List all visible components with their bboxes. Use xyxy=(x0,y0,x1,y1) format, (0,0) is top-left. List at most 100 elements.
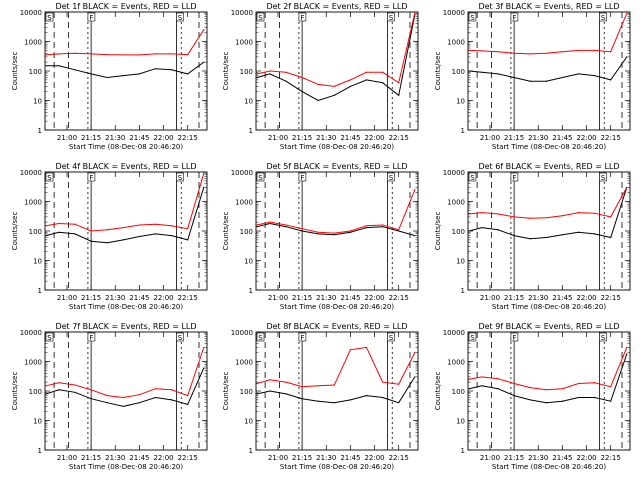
y-axis-label: Counts/sec xyxy=(434,52,442,91)
x-tick-label: 21:00 xyxy=(480,294,500,302)
y-tick-label: 10 xyxy=(244,258,253,266)
events-data-point xyxy=(187,239,189,241)
detector-panel: Det 8f BLACK = Events, RED = LLD 1 10 100 10… xyxy=(222,322,419,471)
x-tick-label: 21:30 xyxy=(105,134,125,142)
x-axis-label: Start Time (08-Dec-08 20:46:20) xyxy=(492,143,606,151)
lld-data-point xyxy=(545,52,547,54)
y-tick-label: 10 xyxy=(244,418,253,426)
marker-box xyxy=(45,332,54,342)
x-tick-label: 21:15 xyxy=(81,294,101,302)
events-series-line xyxy=(469,56,628,82)
x-axis-label: Start Time (08-Dec-08 20:46:20) xyxy=(492,303,606,311)
marker-label: F xyxy=(300,14,304,22)
lld-data-point xyxy=(256,224,258,226)
marker-label: S xyxy=(601,174,606,182)
events-data-point xyxy=(610,236,612,239)
plot-frame xyxy=(44,11,208,131)
detector-panel: Det 3f BLACK = Events, RED = LLD 1 10 100 10… xyxy=(434,2,631,151)
y-axis-label: Counts/sec xyxy=(11,212,19,251)
lld-data-point xyxy=(256,382,258,385)
y-axis-label: Counts/sec xyxy=(222,212,230,251)
y-tick-label: 10000 xyxy=(443,169,465,177)
y-tick-label: 1 xyxy=(249,287,253,295)
events-data-point xyxy=(317,99,319,102)
y-tick-label: 1000 xyxy=(447,39,465,47)
x-tick-label: 22:00 xyxy=(364,294,384,302)
lld-data-point xyxy=(74,223,76,225)
lld-data-point xyxy=(545,217,547,219)
lld-data-point xyxy=(187,394,189,397)
lld-data-point xyxy=(285,224,287,226)
events-data-point xyxy=(468,70,470,72)
events-data-point xyxy=(610,79,612,81)
events-data-point xyxy=(545,236,547,239)
lld-data-point xyxy=(138,394,141,396)
lld-data-point xyxy=(301,228,303,230)
x-tick-label: 22:15 xyxy=(389,454,409,462)
x-tick-label: 22:15 xyxy=(178,294,198,302)
events-data-point xyxy=(138,73,141,75)
y-tick-label: 100 xyxy=(29,388,42,396)
lld-data-point xyxy=(203,29,205,31)
y-tick-label: 100 xyxy=(452,388,465,396)
lld-data-point xyxy=(561,215,564,217)
events-data-point xyxy=(468,230,470,232)
x-axis-label: Start Time (08-Dec-08 20:46:20) xyxy=(280,143,394,151)
events-data-point xyxy=(626,353,628,355)
events-data-point xyxy=(122,405,124,408)
lld-data-point xyxy=(610,216,612,218)
x-axis-label: Start Time (08-Dec-08 20:46:20) xyxy=(280,303,394,311)
x-tick-label: 21:00 xyxy=(57,134,77,142)
lld-data-point xyxy=(497,51,499,53)
y-tick-label: 10 xyxy=(244,98,253,106)
lld-data-point xyxy=(481,376,483,378)
y-tick-label: 1000 xyxy=(235,199,253,207)
x-tick-label: 22:15 xyxy=(601,454,621,462)
lld-data-point xyxy=(90,53,92,55)
lld-data-point xyxy=(626,186,628,189)
x-tick-label: 21:00 xyxy=(480,454,500,462)
marker-label: S xyxy=(389,174,394,182)
lld-data-point xyxy=(513,216,515,218)
lld-data-point xyxy=(187,53,189,56)
lld-data-point xyxy=(138,54,141,56)
marker-label: S xyxy=(470,334,475,342)
marker-label: S xyxy=(258,14,263,22)
lld-data-point xyxy=(414,12,416,14)
x-tick-label: 22:15 xyxy=(178,454,198,462)
marker-box xyxy=(468,332,477,342)
events-series-line xyxy=(256,14,416,102)
events-data-point xyxy=(381,396,384,399)
marker-label: S xyxy=(47,14,52,22)
y-tick-label: 1000 xyxy=(235,39,253,47)
lld-data-point xyxy=(529,387,531,389)
marker-label: S xyxy=(47,334,52,342)
marker-box xyxy=(510,12,519,22)
x-axis-label: Start Time (08-Dec-08 20:46:20) xyxy=(492,463,606,471)
events-data-point xyxy=(529,399,531,401)
plot-frame xyxy=(467,331,631,451)
events-data-point xyxy=(269,390,271,392)
y-tick-label: 1000 xyxy=(235,359,253,367)
events-data-point xyxy=(45,234,47,237)
y-tick-label: 1 xyxy=(461,447,465,455)
marker-label: S xyxy=(389,14,394,22)
marker-label: S xyxy=(601,14,606,22)
y-tick-label: 10 xyxy=(33,98,42,106)
panel-title: Det 5f BLACK = Events, RED = LLD xyxy=(266,162,407,171)
x-tick-label: 21:45 xyxy=(340,294,360,302)
plot-frame xyxy=(255,171,419,291)
lld-series-line xyxy=(469,187,628,219)
lld-data-point xyxy=(577,212,580,214)
events-data-point xyxy=(317,233,319,235)
x-tick-label: 21:45 xyxy=(129,134,149,142)
y-tick-label: 1 xyxy=(461,287,465,295)
lld-data-point xyxy=(481,212,483,214)
lld-series-line xyxy=(45,347,205,399)
events-data-point xyxy=(203,367,205,369)
lld-data-point xyxy=(481,50,483,52)
marker-box xyxy=(387,12,395,22)
detector-panel: Det 1f BLACK = Events, RED = LLD 1 10 100 10… xyxy=(11,2,208,151)
y-tick-label: 1000 xyxy=(24,199,42,207)
lld-data-point xyxy=(90,230,92,232)
